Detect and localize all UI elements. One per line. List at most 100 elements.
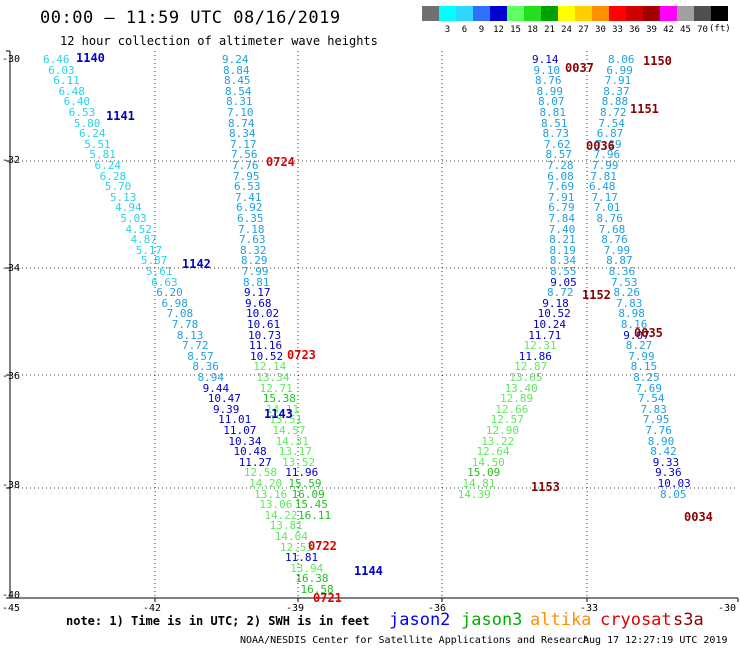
wave-height-value: 13.52 xyxy=(282,455,316,469)
scale-swatch xyxy=(626,6,643,21)
scale-swatch xyxy=(609,6,626,21)
scale-swatch xyxy=(694,6,711,21)
wave-height-value: 14.04 xyxy=(274,530,308,543)
wave-height-value: 8.94 xyxy=(197,371,225,384)
wave-height-value: 12.58 xyxy=(243,466,277,480)
wave-height-value: 7.17 xyxy=(591,190,618,204)
scale-unit-label: (ft) xyxy=(709,24,731,34)
track-label-0037: 0037 xyxy=(565,61,594,75)
wave-height-value: 7.95 xyxy=(233,169,260,183)
scale-swatch xyxy=(473,6,490,21)
scale-tick-label: 42 xyxy=(663,25,674,35)
wave-height-value: 8.76 xyxy=(601,233,628,247)
wave-height-value: 6.03 xyxy=(48,63,75,77)
scale-swatch xyxy=(711,6,728,21)
wave-height-value: 9.39 xyxy=(212,402,240,416)
scale-swatch xyxy=(575,6,592,21)
wave-height-value: 9.18 xyxy=(542,296,569,310)
wave-height-value: 10.34 xyxy=(228,434,262,448)
wave-height-value: 13.22 xyxy=(481,434,515,448)
wave-height-value: 7.10 xyxy=(227,106,254,119)
scale-tick-label: 30 xyxy=(595,25,606,35)
lon-label-33: -33 xyxy=(580,603,599,614)
wave-height-value: 8.51 xyxy=(541,116,568,130)
wave-height-value: 8.57 xyxy=(545,148,573,162)
wave-height-value: 5.80 xyxy=(73,116,101,130)
wave-height-value: 7.95 xyxy=(642,413,670,427)
wave-height-value: 8.76 xyxy=(535,74,562,88)
wave-height-value: 8.87 xyxy=(606,254,633,268)
wave-height-value: 11.16 xyxy=(249,339,283,353)
legend-jason3: jason3 xyxy=(461,610,523,630)
wave-height-value: 14.81 xyxy=(462,477,496,490)
credit-line: NOAA/NESDIS Center for Satellite Applica… xyxy=(240,635,590,646)
wave-height-value: 7.53 xyxy=(611,275,638,289)
wave-height-value: 10.03 xyxy=(657,477,691,490)
lat-label-36: -36 xyxy=(2,371,21,382)
wave-height-value: 8.15 xyxy=(630,360,658,374)
wave-height-value: 5.81 xyxy=(89,148,116,162)
wave-height-value: 11.01 xyxy=(218,413,252,427)
wave-height-value: 13.34 xyxy=(256,371,290,384)
wave-height-value: 8.36 xyxy=(192,360,219,374)
wave-height-value: 8.16 xyxy=(620,318,648,331)
scale-tick-label: 12 xyxy=(493,25,504,35)
lat-label-38: -38 xyxy=(2,480,21,491)
wave-height-value: 13.51 xyxy=(269,413,303,427)
track-label-1151: 1151 xyxy=(630,102,659,116)
wave-height-value: 7.81 xyxy=(590,169,617,183)
track-label-0724: 0724 xyxy=(266,155,295,169)
wave-height-value: 8.13 xyxy=(176,328,204,342)
track-label-0035: 0035 xyxy=(634,326,663,340)
wave-height-value: 11.71 xyxy=(528,328,562,342)
wave-height-value: 8.31 xyxy=(226,95,253,109)
wave-height-value: 9.68 xyxy=(245,296,272,310)
wave-height-value: 9.14 xyxy=(532,53,559,66)
lon-label-30: -30 xyxy=(718,603,737,614)
wave-height-value: 6.48 xyxy=(58,84,85,98)
wave-height-value: 7.91 xyxy=(604,74,632,88)
scale-tick-label: 9 xyxy=(478,25,485,35)
wave-height-value: 8.07 xyxy=(538,95,565,109)
track-label-0036: 0036 xyxy=(586,139,615,153)
wave-height-value: 13.06 xyxy=(259,498,293,512)
wave-height-value: 5.03 xyxy=(120,212,147,225)
track-label-1143: 1143 xyxy=(264,407,293,421)
wave-height-value: 8.73 xyxy=(542,127,570,141)
wave-height-value: 6.79 xyxy=(548,201,575,215)
wave-height-value: 8.45 xyxy=(224,74,251,88)
wave-height-value: 5.87 xyxy=(140,254,168,268)
wave-height-value: 12.31 xyxy=(523,339,557,353)
wave-height-value: 4.87 xyxy=(130,233,158,247)
lat-label-34: -34 xyxy=(2,263,21,274)
wave-height-value: 8.27 xyxy=(625,339,653,353)
wave-height-value: 7.78 xyxy=(171,318,199,331)
wave-height-value: 11.86 xyxy=(518,349,552,363)
wave-height-value: 6.48 xyxy=(589,180,616,194)
wave-height-value: 12.71 xyxy=(259,381,293,395)
track-label-1152: 1152 xyxy=(582,288,611,302)
wave-height-value: 4.94 xyxy=(115,201,142,215)
wave-height-value: 8.90 xyxy=(647,434,675,448)
wave-height-value: 9.05 xyxy=(550,275,577,289)
wave-height-value: 8.19 xyxy=(549,243,576,257)
wave-height-value: 7.68 xyxy=(598,222,626,236)
wave-height-value: 13.17 xyxy=(278,445,312,459)
wave-height-value: 6.20 xyxy=(156,286,183,300)
wave-height-value: 6.08 xyxy=(547,169,574,183)
wave-height-value: 15.38 xyxy=(262,392,296,406)
wave-height-value: 6.63 xyxy=(151,275,178,289)
wave-height-value: 8.76 xyxy=(596,212,623,225)
wave-height-value: 13.16 xyxy=(254,487,288,501)
track-label-1150: 1150 xyxy=(643,54,672,68)
wave-height-value: 7.69 xyxy=(635,381,663,395)
wave-height-value: 14.50 xyxy=(471,455,505,469)
wave-height-value: 6.87 xyxy=(596,127,624,141)
scale-tick-label: 21 xyxy=(544,25,555,35)
corner-label: -45 xyxy=(2,603,21,614)
lon-label-42: -42 xyxy=(143,603,162,614)
wave-height-value: 6.98 xyxy=(161,296,188,310)
scale-swatch xyxy=(422,6,439,21)
wave-height-value: 7.99 xyxy=(603,243,631,257)
